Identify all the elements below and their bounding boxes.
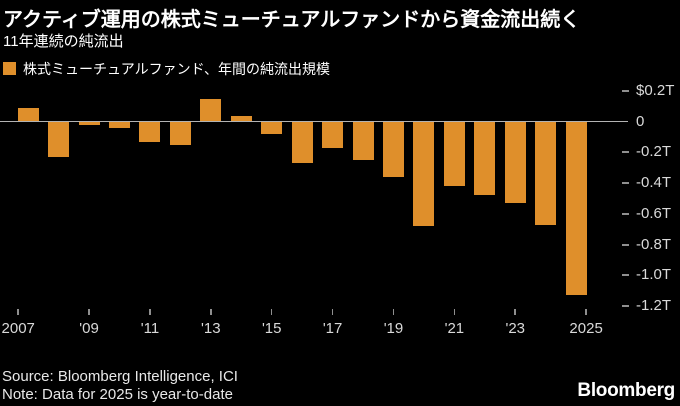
x-tick-mark (149, 309, 151, 315)
y-tick-mark (622, 182, 629, 185)
chart-subtitle: 11年連続の純流出 (3, 33, 124, 50)
bar-2024 (535, 121, 557, 225)
chart-legend: 株式ミューチュアルファンド、年間の純流出規模 (3, 60, 330, 77)
x-tick-mark (270, 309, 273, 315)
bloomberg-logo: Bloomberg (577, 380, 675, 401)
x-tick-label: '19 (383, 320, 404, 337)
x-tick-mark (331, 309, 334, 315)
bar-2014 (230, 115, 252, 122)
x-tick-label: '11 (140, 320, 160, 337)
chart-footer: Source: Bloomberg Intelligence, ICI Note… (2, 368, 238, 404)
y-tick-label: 0 (636, 112, 645, 130)
bar-2020 (413, 121, 435, 227)
x-tick-mark (17, 309, 19, 315)
y-tick-label: -1.0T (636, 266, 672, 284)
y-tick-mark (622, 305, 629, 307)
bar-2022 (474, 121, 496, 196)
y-tick-mark (622, 274, 629, 277)
legend-label: 株式ミューチュアルファンド、年間の純流出規模 (23, 60, 331, 77)
y-tick-mark (622, 212, 629, 215)
bar-2013 (200, 98, 222, 122)
x-tick-mark (514, 309, 516, 315)
x-tick-label: '09 (79, 320, 99, 337)
bar-2016 (291, 121, 313, 164)
x-tick-mark (88, 309, 90, 315)
x-tick-label: '15 (261, 320, 282, 337)
x-tick-label: 2007 (1, 320, 35, 337)
chart-plot: $0.2T 0 -0.2T -0.4T -0.6T -0.8T -1.0T -1.2T 2007… (0, 82, 680, 337)
x-tick-label: '17 (322, 320, 343, 337)
x-tick-mark (453, 309, 456, 315)
x-tick-label: '21 (444, 320, 465, 337)
bar-2017 (322, 121, 344, 148)
y-tick-mark (622, 151, 629, 154)
x-tick-label: '23 (505, 320, 526, 337)
bar-2007 (17, 107, 39, 122)
x-tick-mark (210, 309, 212, 315)
bar-2025 (565, 121, 587, 296)
y-tick-mark (622, 243, 629, 246)
bar-2010 (109, 121, 131, 128)
y-tick-label: -0.4T (636, 174, 672, 192)
bar-2023 (504, 121, 526, 204)
y-tick-label: $0.2T (636, 82, 675, 99)
zero-axis-line (0, 120, 628, 123)
note-text: Note: Data for 2025 is year-to-date (2, 386, 233, 403)
y-tick-label: -0.2T (636, 143, 672, 161)
bar-2011 (139, 121, 161, 142)
bar-2015 (261, 121, 283, 134)
bar-2009 (78, 121, 100, 125)
bar-2019 (382, 121, 404, 177)
x-tick-label: '13 (201, 320, 221, 337)
y-tick-label: -0.8T (636, 235, 672, 253)
y-tick-label: -0.6T (636, 204, 672, 222)
y-tick-label: -1.2T (636, 297, 672, 314)
bar-2018 (352, 121, 374, 161)
source-text: Source: Bloomberg Intelligence, ICI (2, 368, 238, 385)
bar-2021 (443, 121, 465, 187)
chart-title: アクティブ運用の株式ミューチュアルファンドから資金流出続く (3, 9, 581, 31)
x-tick-label: 2025 (569, 320, 603, 337)
bar-2012 (169, 121, 191, 145)
x-tick-mark (392, 309, 395, 315)
bar-2008 (48, 121, 70, 158)
y-tick-mark (622, 90, 629, 92)
legend-swatch-icon (3, 62, 16, 75)
x-tick-mark (585, 309, 587, 315)
